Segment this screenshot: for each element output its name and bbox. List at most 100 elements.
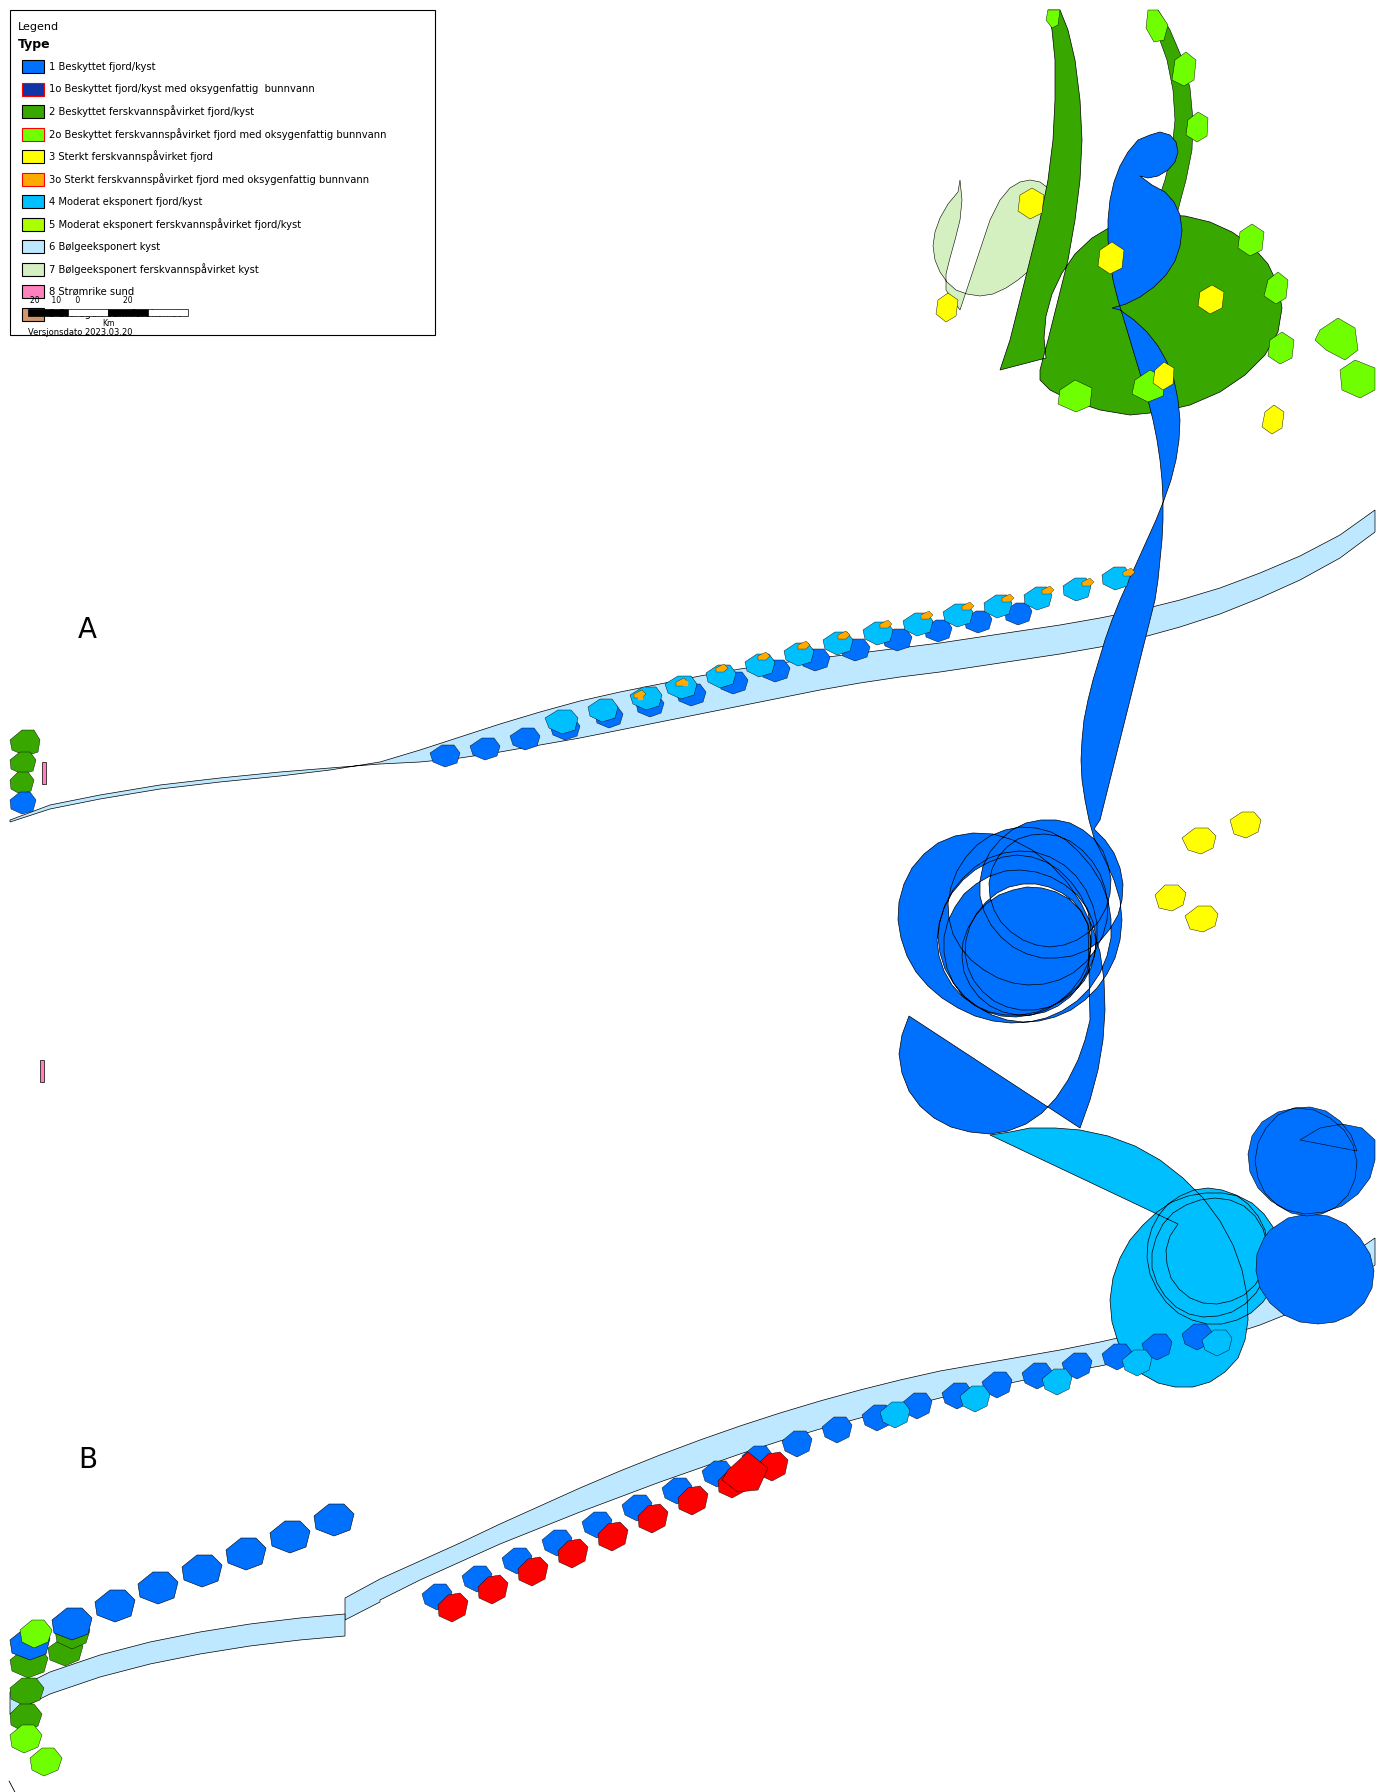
Bar	[22, 285, 44, 297]
Polygon shape	[636, 695, 663, 717]
Polygon shape	[863, 622, 893, 645]
Bar	[22, 82, 44, 95]
Text: Legend: Legend	[18, 22, 60, 32]
Text: 6 Bølgeeksponert kyst: 6 Bølgeeksponert kyst	[48, 242, 161, 251]
Polygon shape	[943, 604, 974, 627]
Polygon shape	[463, 1566, 492, 1591]
Polygon shape	[10, 1704, 42, 1733]
Polygon shape	[745, 654, 776, 677]
Polygon shape	[676, 685, 706, 706]
Polygon shape	[1018, 188, 1044, 219]
Polygon shape	[1341, 360, 1375, 398]
Polygon shape	[936, 294, 958, 323]
Bar	[68, 308, 108, 315]
Polygon shape	[1006, 602, 1032, 625]
Polygon shape	[1102, 1344, 1132, 1371]
Polygon shape	[1042, 1369, 1072, 1394]
Polygon shape	[10, 511, 1375, 823]
Polygon shape	[429, 745, 460, 767]
Polygon shape	[48, 1638, 83, 1667]
Polygon shape	[582, 1512, 612, 1538]
Bar	[22, 308, 44, 321]
Polygon shape	[1102, 566, 1130, 590]
Polygon shape	[518, 1557, 548, 1586]
Polygon shape	[933, 179, 1055, 310]
Polygon shape	[823, 633, 853, 656]
Polygon shape	[679, 1486, 708, 1514]
Polygon shape	[783, 1432, 812, 1457]
Polygon shape	[1123, 568, 1134, 575]
Polygon shape	[598, 1521, 627, 1552]
Polygon shape	[19, 1620, 53, 1649]
Polygon shape	[478, 1575, 508, 1604]
Polygon shape	[10, 1649, 48, 1677]
Polygon shape	[990, 1127, 1280, 1387]
Polygon shape	[960, 1385, 990, 1412]
Polygon shape	[314, 1503, 355, 1536]
Polygon shape	[501, 1548, 532, 1573]
Text: Versjonsdato 2023.03.20: Versjonsdato 2023.03.20	[28, 328, 133, 337]
Text: 9 Særegen vannforekomst: 9 Særegen vannforekomst	[48, 308, 181, 319]
Bar	[22, 59, 44, 73]
Polygon shape	[1314, 317, 1359, 360]
Polygon shape	[181, 1555, 222, 1588]
Polygon shape	[1186, 907, 1217, 932]
Polygon shape	[838, 631, 850, 640]
Bar	[22, 106, 44, 118]
Polygon shape	[1042, 586, 1054, 593]
Polygon shape	[638, 1503, 668, 1532]
Polygon shape	[1152, 362, 1174, 391]
Text: 7 Bølgeeksponert ferskvannspåvirket kyst: 7 Bølgeeksponert ferskvannspåvirket kyst	[48, 263, 259, 274]
Polygon shape	[963, 602, 974, 609]
Polygon shape	[717, 672, 748, 694]
Polygon shape	[1062, 1353, 1091, 1380]
Polygon shape	[801, 649, 830, 670]
Text: 2 Beskyttet ferskvannspåvirket fjord/kyst: 2 Beskyttet ferskvannspåvirket fjord/kys…	[48, 106, 253, 118]
Bar	[148, 308, 188, 315]
Text: B: B	[78, 1446, 97, 1475]
Bar	[28, 308, 68, 315]
Polygon shape	[630, 686, 662, 710]
Polygon shape	[634, 690, 645, 699]
Polygon shape	[546, 710, 578, 735]
Text: 1 Beskyttet fjord/kyst: 1 Beskyttet fjord/kyst	[48, 61, 155, 72]
Polygon shape	[921, 611, 933, 618]
Polygon shape	[722, 1452, 769, 1493]
Polygon shape	[622, 1495, 652, 1521]
Polygon shape	[760, 659, 789, 683]
Polygon shape	[550, 719, 580, 740]
Polygon shape	[1198, 285, 1224, 314]
Polygon shape	[1248, 1107, 1375, 1217]
Polygon shape	[706, 665, 735, 688]
Polygon shape	[662, 1478, 692, 1503]
Polygon shape	[758, 1452, 788, 1480]
Polygon shape	[758, 652, 770, 659]
Bar	[22, 127, 44, 140]
Bar	[22, 172, 44, 186]
Polygon shape	[839, 640, 870, 661]
Polygon shape	[942, 1383, 972, 1409]
Polygon shape	[1265, 272, 1288, 305]
Text: ╲: ╲	[8, 1779, 15, 1792]
Polygon shape	[983, 595, 1012, 618]
Bar	[40, 1061, 44, 1082]
Polygon shape	[422, 1584, 452, 1609]
Polygon shape	[55, 1620, 90, 1649]
Polygon shape	[510, 728, 540, 751]
Polygon shape	[542, 1530, 572, 1555]
Polygon shape	[903, 613, 933, 636]
Polygon shape	[1181, 1324, 1212, 1349]
Polygon shape	[1001, 593, 1014, 602]
Polygon shape	[897, 133, 1181, 1134]
Polygon shape	[596, 706, 623, 728]
Polygon shape	[1256, 1213, 1374, 1324]
Text: 4 Moderat eksponert fjord/kyst: 4 Moderat eksponert fjord/kyst	[48, 197, 202, 206]
Polygon shape	[1262, 405, 1284, 434]
Polygon shape	[96, 1590, 134, 1622]
Polygon shape	[665, 676, 697, 699]
Polygon shape	[798, 642, 810, 649]
Polygon shape	[1172, 52, 1197, 86]
Polygon shape	[1082, 579, 1094, 586]
Text: 5 Moderat eksponert ferskvannspåvirket fjord/kyst: 5 Moderat eksponert ferskvannspåvirket f…	[48, 219, 301, 229]
Text: A: A	[78, 616, 97, 643]
